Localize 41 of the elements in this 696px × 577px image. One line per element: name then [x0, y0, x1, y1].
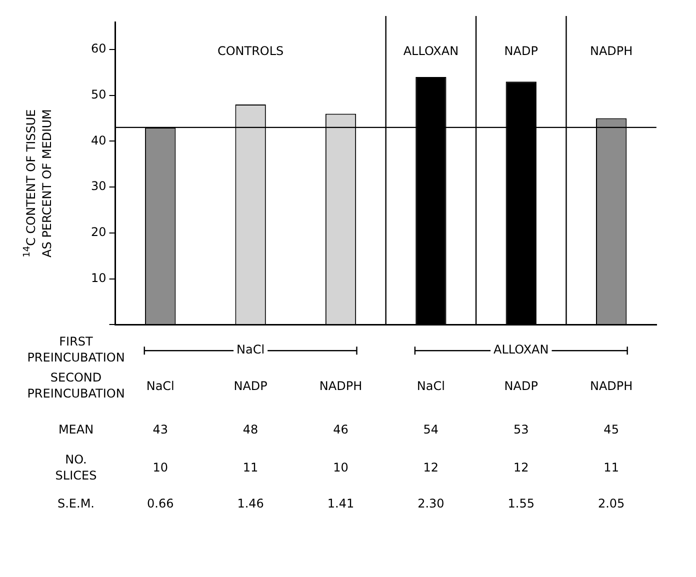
data-label: 48: [242, 422, 258, 437]
text: 10: [333, 460, 348, 475]
x-tick-label: NaCl: [416, 378, 445, 393]
annotation: NADPH: [590, 44, 633, 58]
text: 1.41: [327, 496, 354, 511]
x-tick-label: NADPH: [319, 378, 362, 393]
text: NaCl: [236, 342, 265, 357]
x-tick-label: NADP: [504, 378, 538, 393]
text: S.E.M.: [58, 496, 94, 511]
text: 0.66: [147, 496, 174, 511]
text: 11: [242, 460, 258, 475]
text: 10: [152, 460, 168, 475]
text: FIRST PREINCUBATION: [27, 334, 125, 365]
data-label: 54: [423, 422, 439, 437]
annotation: NADP: [504, 44, 538, 58]
annotation: ALLOXAN: [403, 44, 459, 58]
text: 12: [513, 460, 529, 475]
y-tick-label: 30: [90, 179, 106, 194]
text: MEAN: [58, 422, 94, 437]
text: ALLOXAN: [494, 342, 549, 357]
data-label: 45: [604, 422, 619, 437]
text: 2.30: [418, 496, 444, 511]
text: 1.55: [508, 496, 534, 511]
y-tick-label: 10: [90, 270, 106, 285]
data-label: 43: [152, 422, 168, 437]
x-tick-label: NADP: [234, 378, 268, 393]
text: NO. SLICES: [55, 452, 97, 483]
text: 1.46: [237, 496, 264, 511]
y-tick-label: 60: [90, 42, 106, 56]
y-tick-label: 20: [90, 225, 106, 240]
y-tick-label: 50: [90, 87, 106, 102]
x-tick-label: NADPH: [590, 378, 633, 393]
data-label: 53: [513, 422, 529, 437]
text: 2.05: [598, 496, 625, 511]
x-tick-label: NaCl: [146, 378, 174, 393]
text: 12: [423, 460, 439, 475]
annotation: CONTROLS: [217, 44, 284, 58]
y-tick-label: 40: [90, 133, 106, 148]
data-label: 46: [333, 422, 348, 437]
text: SECOND PREINCUBATION: [27, 370, 125, 401]
text: 11: [604, 460, 619, 475]
